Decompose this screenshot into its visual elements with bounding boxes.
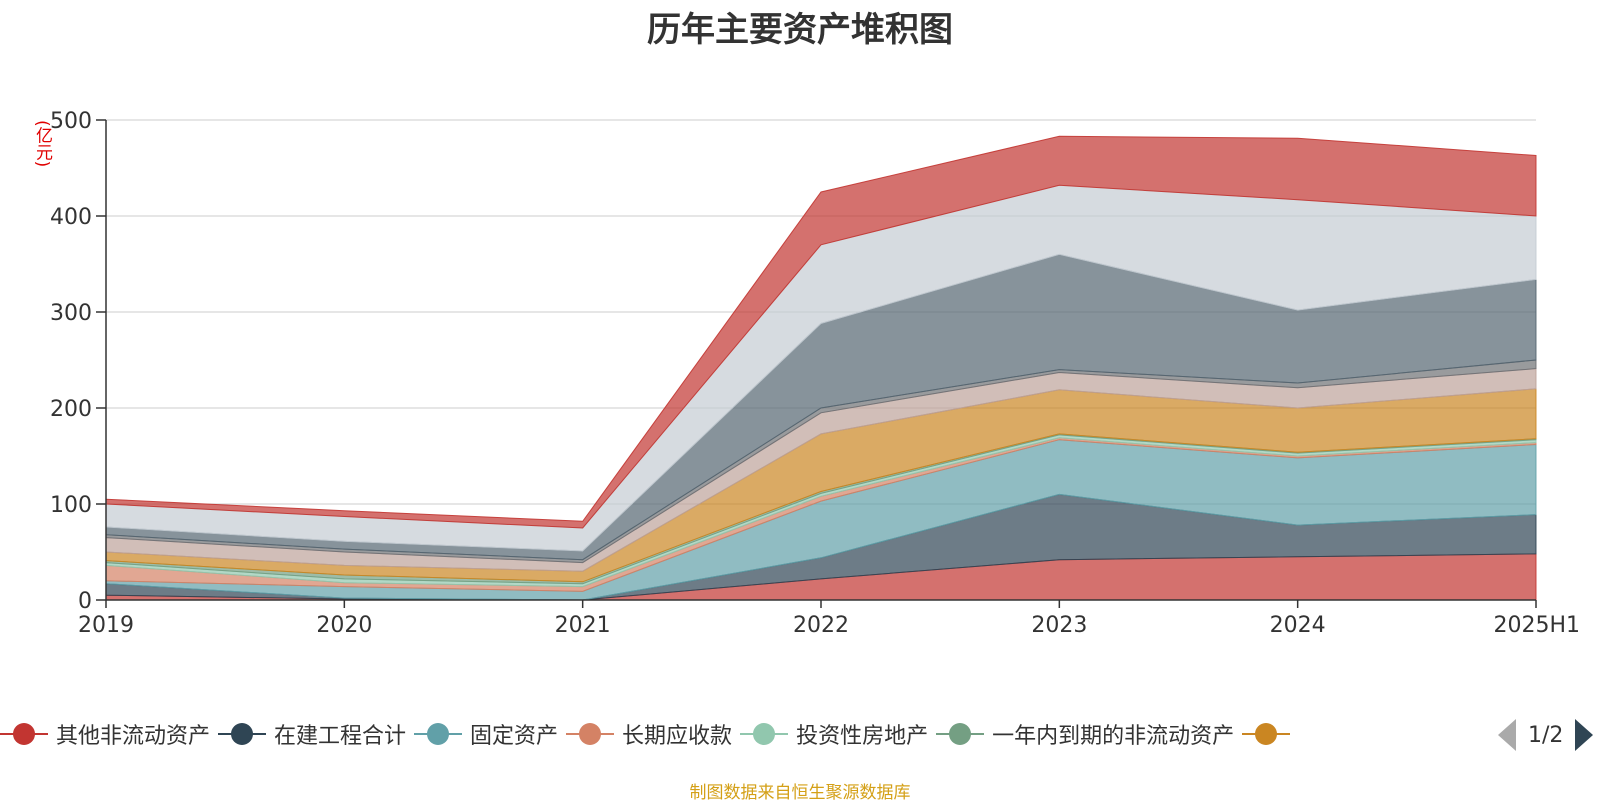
legend: 其他非流动资产 在建工程合计 固定资产 长期应收款 投资性房地产 一年内到期的非… [0, 716, 1306, 752]
chart-title: 历年主要资产堆积图 [647, 10, 953, 50]
y-tick-label: 300 [50, 301, 92, 326]
y-tick-label: 100 [50, 493, 92, 518]
legend-marker-icon [0, 722, 48, 746]
legend-marker-icon [740, 722, 789, 746]
axes: 0 100 200 300 400 500 2019 2020 2021 2022 2023 2024… [50, 109, 1580, 638]
y-axis-unit-label: (亿元) [32, 120, 52, 168]
legend-prev-page-icon[interactable] [1498, 719, 1516, 751]
x-tick-label: 2024 [1270, 613, 1326, 638]
legend-item-truncated[interactable] [1242, 722, 1298, 746]
legend-marker-icon [936, 722, 985, 746]
source-note: 制图数据来自恒生聚源数据库 [689, 783, 911, 803]
legend-label: 其他非流动资产 [56, 724, 211, 749]
legend-marker-icon [218, 722, 267, 746]
legend-label: 在建工程合计 [274, 724, 407, 749]
legend-label: 固定资产 [470, 724, 559, 749]
legend-next-page-icon[interactable] [1575, 719, 1594, 751]
area-series-11 [105, 135, 1537, 529]
x-tick-label: 2023 [1031, 613, 1087, 638]
legend-marker-icon [414, 722, 463, 746]
legend-label: 长期应收款 [622, 724, 733, 749]
legend-item-long-term-receivables[interactable]: 长期应收款 [566, 718, 732, 750]
legend-label: 投资性房地产 [796, 724, 929, 749]
x-tick-label: 2021 [555, 613, 611, 638]
x-tick-label: 2020 [316, 613, 372, 638]
x-tick-label: 2022 [793, 613, 849, 638]
y-tick-label: 500 [50, 109, 92, 134]
legend-item-fixed-assets[interactable]: 固定资产 [414, 718, 558, 750]
legend-item-noncurrent-due-within-year[interactable]: 一年内到期的非流动资产 [936, 718, 1234, 750]
legend-page-indicator: 1/2 [1528, 722, 1564, 748]
x-tick-label: 2019 [78, 613, 134, 638]
x-tick-label: 2025H1 [1493, 613, 1580, 638]
legend-marker-icon [566, 722, 615, 746]
legend-item-other-noncurrent-assets[interactable]: 其他非流动资产 [0, 718, 210, 750]
legend-label: 一年内到期的非流动资产 [992, 724, 1235, 749]
legend-item-investment-property[interactable]: 投资性房地产 [740, 718, 928, 750]
y-tick-label: 400 [50, 205, 92, 230]
y-tick-label: 200 [50, 397, 92, 422]
legend-marker-icon [1242, 722, 1291, 746]
y-tick-label: 0 [78, 589, 92, 614]
legend-pager: 1/2 [1498, 718, 1594, 752]
legend-item-construction-in-progress[interactable]: 在建工程合计 [218, 718, 406, 750]
area-series-group [105, 135, 1537, 601]
stacked-area-chart: 0 100 200 300 400 500 2019 2020 2021 2022 2023 2024… [50, 109, 1580, 638]
